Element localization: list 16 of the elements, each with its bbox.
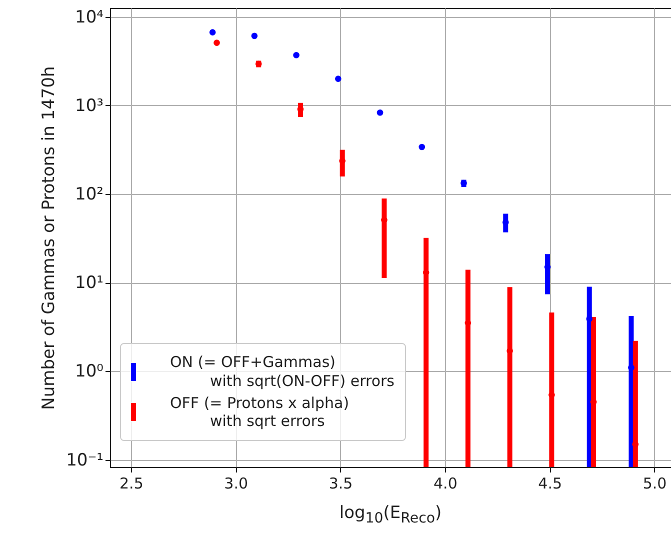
x-tick-label: 4.0 <box>433 474 458 492</box>
y-axis-title: Number of Gammas or Protons in 1470h <box>39 66 60 410</box>
y-tick-label: 10¹ <box>75 273 104 294</box>
x-tick-label: 4.5 <box>538 474 562 492</box>
x-axis-title: log$_{10}$(E$_{Reco}$) <box>338 503 443 526</box>
y-tick-label: 10⁻¹ <box>66 450 104 470</box>
x-tick-label: 3.5 <box>328 474 353 492</box>
y-tick-label: 10² <box>75 184 104 205</box>
legend-label: ON (= OFF+Gammas) with sqrt(ON-OFF) errors <box>170 353 394 390</box>
x-tick-label: 3.0 <box>224 474 248 492</box>
y-tick-label: 10³ <box>75 96 104 116</box>
y-tick-label: 10⁴ <box>75 7 104 28</box>
x-tick-label: 5.0 <box>642 474 667 492</box>
y-tick-label: 10⁰ <box>75 362 104 382</box>
x-tick-label: 2.5 <box>120 474 144 492</box>
legend-label: OFF (= Protons x alpha) with sqrt errors <box>170 394 350 431</box>
